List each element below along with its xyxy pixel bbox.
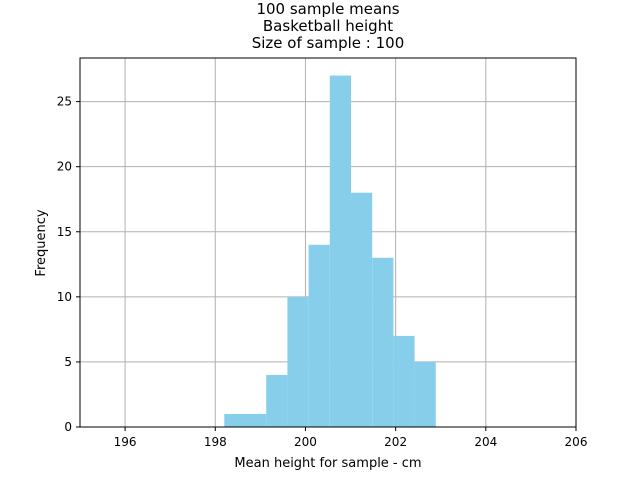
y-axis-label: Frequency	[34, 209, 49, 276]
histogram-bar-8	[393, 335, 415, 427]
x-tick-label: 196	[114, 435, 137, 449]
x-tick-label: 202	[384, 435, 407, 449]
y-tick-label: 15	[57, 225, 72, 239]
histogram-bar-1	[224, 413, 267, 427]
histogram-bar-2	[266, 374, 288, 427]
histogram-bar-9	[414, 361, 436, 427]
x-axis-ticks: 196 198 200 202 204 206	[114, 427, 588, 449]
x-tick-label: 200	[294, 435, 317, 449]
y-tick-label: 25	[57, 95, 72, 109]
y-tick-label: 0	[64, 420, 72, 434]
x-tick-label: 198	[204, 435, 227, 449]
histogram-bar-6	[350, 192, 373, 427]
histogram-bar-7	[372, 257, 394, 427]
chart-title-line-1: 100 sample means	[256, 0, 399, 18]
x-tick-label: 204	[474, 435, 497, 449]
chart-title-line-3: Size of sample : 100	[252, 34, 405, 52]
axes-frame	[79, 57, 577, 428]
x-tick-label: 206	[565, 435, 588, 449]
histogram-bar-3	[287, 296, 309, 427]
y-tick-label: 5	[64, 355, 72, 369]
x-axis-label: Mean height for sample - cm	[234, 456, 421, 471]
y-axis-ticks: 0 5 10 15 20 25	[57, 95, 80, 434]
histogram-bar-4	[308, 244, 330, 427]
chart-title-line-2: Basketball height	[263, 17, 393, 35]
y-tick-label: 10	[57, 290, 72, 304]
histogram-bars	[224, 75, 436, 428]
histogram-bar-5	[329, 75, 351, 428]
y-tick-label: 20	[57, 160, 72, 174]
